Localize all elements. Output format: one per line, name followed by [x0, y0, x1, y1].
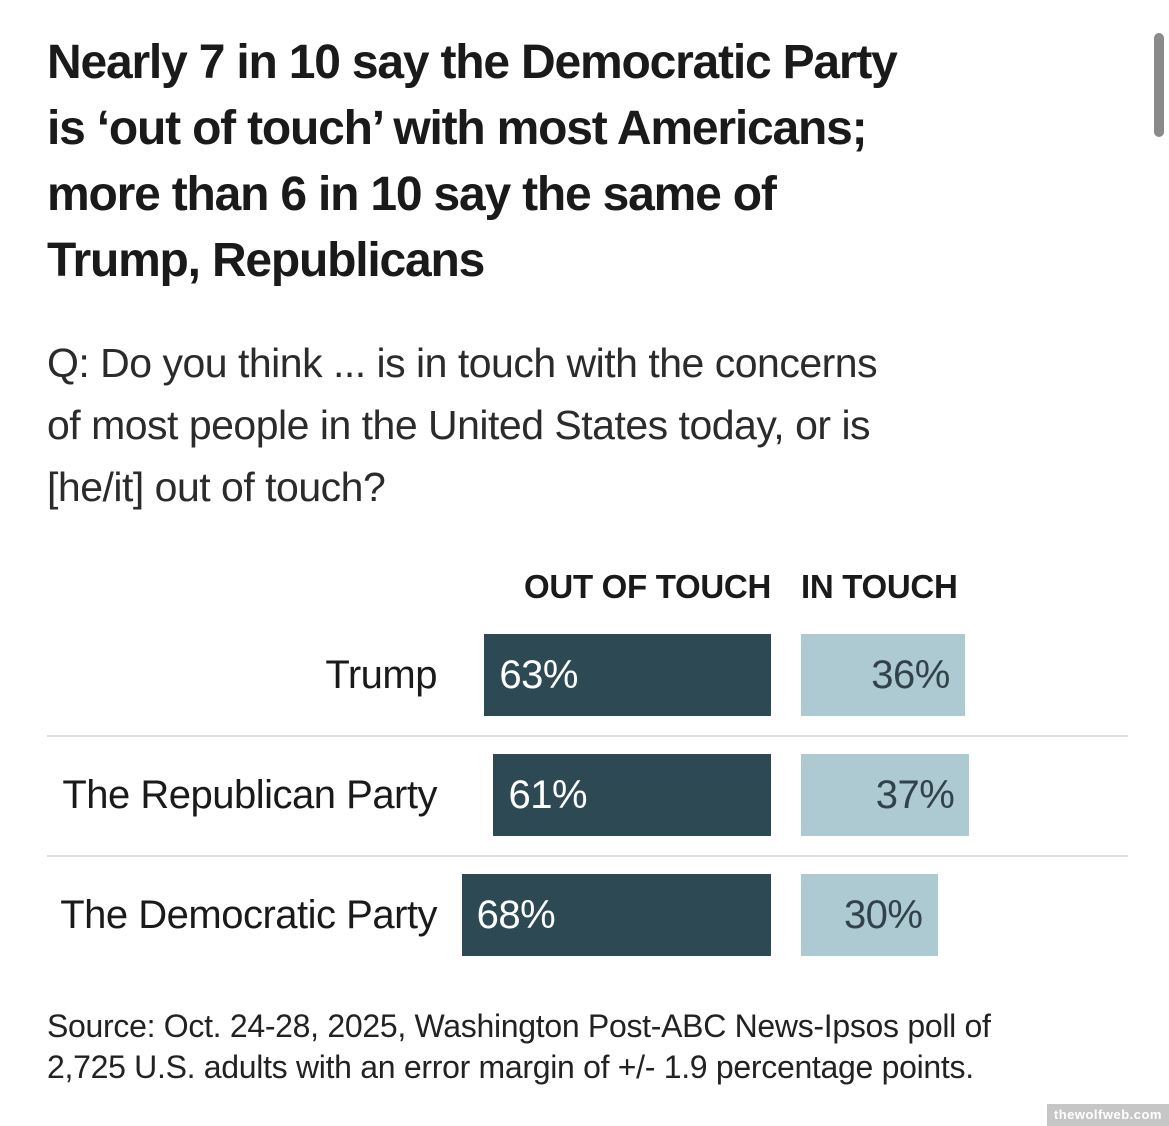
chart-row-trump: Trump 63% 36% — [47, 634, 1128, 716]
column-header-row: OUT OF TOUCH IN TOUCH — [47, 568, 1128, 606]
row-divider — [47, 735, 1128, 737]
bar-trump-out-of-touch: 63% — [484, 634, 771, 716]
row-label-democratic-party: The Democratic Party — [60, 892, 437, 937]
bar-trump-in-touch: 36% — [801, 634, 965, 716]
chart-row-republican-party: The Republican Party 61% 37% — [47, 754, 1128, 836]
bar-chart: OUT OF TOUCH IN TOUCH Trump 63% 36% The … — [47, 568, 1128, 956]
value-label-republican-in: 37% — [875, 772, 955, 817]
value-label-trump-in: 36% — [871, 652, 950, 697]
poll-question: Q: Do you think ... is in touch with the… — [47, 332, 1128, 518]
source-note: Source: Oct. 24-28, 2025, Washington Pos… — [47, 1006, 1128, 1088]
bar-republican-out-of-touch: 61% — [493, 754, 771, 836]
bar-republican-in-touch: 37% — [801, 754, 970, 836]
source-line-2: 2,725 U.S. adults with an error margin o… — [47, 1049, 974, 1085]
watermark-badge: thewolfweb.com — [1046, 1104, 1169, 1126]
source-line-1: Source: Oct. 24-28, 2025, Washington Pos… — [47, 1008, 991, 1044]
value-label-democratic-out: 68% — [476, 892, 556, 937]
question-line-2: of most people in the United States toda… — [47, 402, 871, 448]
row-divider — [47, 855, 1128, 857]
column-header-out-of-touch: OUT OF TOUCH — [524, 568, 771, 605]
in-touch-bar-zone: 30% — [801, 874, 1128, 956]
poll-graphic: Nearly 7 in 10 say the Democratic Party … — [47, 30, 1128, 1088]
title-line-3: more than 6 in 10 say the same of — [47, 168, 777, 221]
out-of-touch-bar-zone: 63% — [437, 634, 771, 716]
bar-democratic-out-of-touch: 68% — [461, 874, 771, 956]
bar-democratic-in-touch: 30% — [801, 874, 938, 956]
question-line-3: [he/it] out of touch? — [47, 464, 386, 510]
title-line-1: Nearly 7 in 10 say the Democratic Party — [47, 36, 898, 89]
question-line-1: Q: Do you think ... is in touch with the… — [47, 340, 878, 386]
value-label-republican-out: 61% — [508, 772, 588, 817]
chart-row-democratic-party: The Democratic Party 68% 30% — [47, 874, 1128, 956]
scrollbar-thumb[interactable] — [1154, 33, 1164, 137]
column-header-in-touch: IN TOUCH — [801, 568, 958, 605]
row-label-trump: Trump — [325, 652, 437, 697]
value-label-trump-out: 63% — [499, 652, 578, 697]
in-touch-bar-zone: 36% — [801, 634, 1128, 716]
page-title: Nearly 7 in 10 say the Democratic Party … — [47, 30, 1128, 294]
out-of-touch-bar-zone: 61% — [437, 754, 771, 836]
out-of-touch-bar-zone: 68% — [437, 874, 771, 956]
row-label-republican-party: The Republican Party — [62, 772, 437, 817]
in-touch-bar-zone: 37% — [801, 754, 1128, 836]
title-line-2: is ‘out of touch’ with most Americans; — [47, 102, 868, 155]
title-line-4: Trump, Republicans — [47, 234, 485, 287]
value-label-democratic-in: 30% — [843, 892, 923, 937]
